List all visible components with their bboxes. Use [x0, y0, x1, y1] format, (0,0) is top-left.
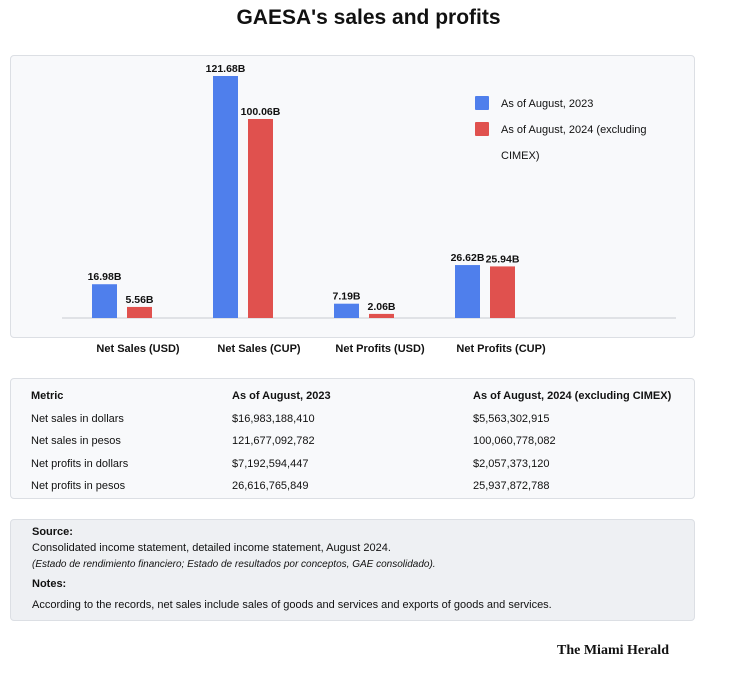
notes-panel: Source: Consolidated income statement, d…: [10, 519, 695, 621]
data-table-panel: Metric As of August, 2023 As of August, …: [10, 378, 695, 499]
bar: [248, 118, 273, 318]
table-cell: Net sales in dollars: [31, 412, 124, 425]
data-table: Metric As of August, 2023 As of August, …: [31, 385, 693, 498]
category-label: Net Profits (USD): [335, 343, 425, 355]
table-cell: $5,563,302,915: [473, 412, 550, 425]
bar: [369, 313, 394, 318]
data-label: 5.56B: [125, 294, 153, 306]
bar: [455, 265, 480, 318]
table-cell: 25,937,872,788: [473, 480, 550, 493]
category-label: Net Profits (CUP): [456, 343, 546, 355]
column-header: Metric: [31, 390, 64, 403]
data-label: 25.94B: [486, 253, 520, 265]
notes-heading: Notes:: [32, 578, 67, 590]
table-cell: $16,983,188,410: [232, 412, 315, 425]
bar: [127, 306, 152, 318]
table-cell: 100,060,778,082: [473, 435, 556, 448]
category-label: Net Sales (USD): [96, 343, 180, 355]
table-cell: Net profits in pesos: [31, 480, 126, 493]
chart-title: GAESA's sales and profits: [236, 6, 501, 29]
legend-label: CIMEX): [501, 150, 540, 162]
legend-swatch: [475, 122, 489, 136]
data-label: 7.19B: [332, 291, 360, 303]
table-cell: Net sales in pesos: [31, 435, 121, 448]
table-cell: 26,616,765,849: [232, 480, 309, 493]
source-text: Consolidated income statement, detailed …: [32, 542, 391, 554]
table-row: Net profits in pesos 26,616,765,849 25,9…: [31, 475, 693, 498]
table-row: Net profits in dollars $7,192,594,447 $2…: [31, 453, 693, 476]
data-label: 100.06B: [241, 106, 281, 118]
legend-label: As of August, 2023: [501, 98, 593, 110]
notes-text: According to the records, net sales incl…: [32, 599, 552, 611]
bar: [334, 303, 359, 318]
bar: [490, 266, 515, 318]
data-label: 16.98B: [88, 271, 122, 283]
table-row: Net sales in dollars $16,983,188,410 $5,…: [31, 408, 693, 431]
column-header: As of August, 2023: [232, 390, 331, 403]
data-label: 121.68B: [206, 63, 246, 75]
source-italic-text: (Estado de rendimiento financiero; Estad…: [32, 559, 436, 570]
publisher-credit: The Miami Herald: [557, 643, 669, 658]
table-cell: 121,677,092,782: [232, 435, 315, 448]
category-label: Net Sales (CUP): [217, 343, 301, 355]
source-heading: Source:: [32, 526, 73, 538]
table-cell: $2,057,373,120: [473, 457, 550, 470]
chart-panel: 16.98B 121.68B 7.19B 26.62B 5.56B 100.06B 2.06…: [10, 55, 695, 338]
legend-label: As of August, 2024 (excluding: [501, 124, 647, 136]
data-label: 2.06B: [367, 301, 395, 313]
table-cell: $7,192,594,447: [232, 457, 309, 470]
column-header: As of August, 2024 (excluding CIMEX): [473, 390, 672, 403]
legend-swatch: [475, 96, 489, 110]
table-cell: Net profits in dollars: [31, 457, 129, 470]
table-header-row: Metric As of August, 2023 As of August, …: [31, 385, 693, 408]
data-label: 26.62B: [451, 252, 485, 264]
bar-chart: 16.98B 121.68B 7.19B 26.62B 5.56B 100.06B 2.06…: [62, 63, 676, 319]
table-row: Net sales in pesos 121,677,092,782 100,0…: [31, 430, 693, 453]
category-labels: Net Sales (USD) Net Sales (CUP) Net Prof…: [0, 343, 737, 359]
bar: [92, 284, 117, 318]
bar: [213, 76, 238, 318]
